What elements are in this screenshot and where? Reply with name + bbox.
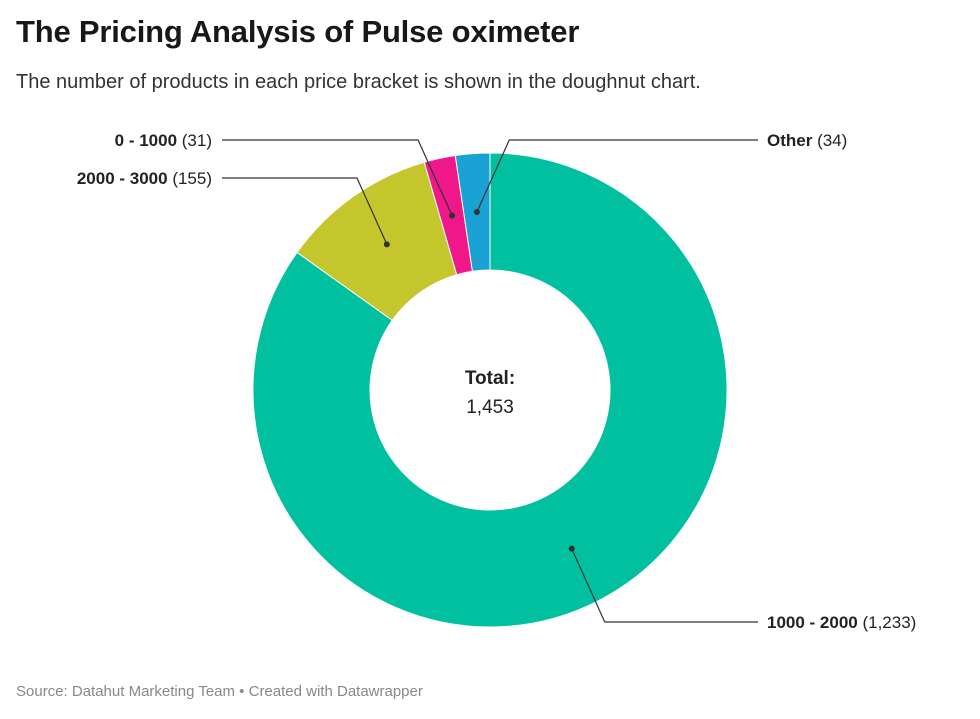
- slice-label-value: (31): [182, 131, 212, 150]
- doughnut-chart: 1000 - 2000 (1,233) 2000 - 3000 (155) 0 - …: [77, 131, 917, 632]
- slice-label: 1000 - 2000 (1,233): [767, 613, 916, 632]
- source-separator: •: [235, 683, 249, 700]
- center-total-value: 1,453: [466, 397, 514, 418]
- slice-label-name: 2000 - 3000: [77, 169, 172, 188]
- center-total-label: Total:: [465, 368, 515, 389]
- slice-labels: 1000 - 2000 (1,233) 2000 - 3000 (155) 0 - …: [77, 131, 917, 632]
- slice-label: 0 - 1000 (31): [115, 131, 212, 150]
- slice-label-value: (1,233): [862, 613, 916, 632]
- source-org: Datahut Marketing Team: [71, 683, 236, 700]
- slice-label-name: 1000 - 2000: [767, 613, 862, 632]
- label-leader-lines: [222, 139, 758, 623]
- source-line: Source: Datahut Marketing Team • Created…: [16, 683, 423, 700]
- chart-title: The Pricing Analysis of Pulse oximeter: [16, 14, 580, 49]
- slice-label: 2000 - 3000 (155): [77, 169, 212, 188]
- leader-line: [222, 139, 453, 216]
- doughnut-slices: [252, 152, 728, 628]
- leader-line: [571, 548, 758, 623]
- slice-label-value: (155): [172, 169, 212, 188]
- leader-line: [222, 177, 388, 245]
- slice-1000-2000: [252, 152, 728, 628]
- leader-line: [476, 139, 758, 213]
- slice-label-name: 0 - 1000: [115, 131, 182, 150]
- slice-label: Other (34): [767, 131, 847, 150]
- source-credit: Created with Datawrapper: [248, 683, 423, 700]
- slice-label-value: (34): [817, 131, 847, 150]
- slice-label-name: Other: [767, 131, 817, 150]
- chart-subtitle: The number of products in each price bra…: [16, 71, 701, 93]
- source-prefix: Source:: [16, 683, 72, 700]
- slice-other: [454, 152, 491, 272]
